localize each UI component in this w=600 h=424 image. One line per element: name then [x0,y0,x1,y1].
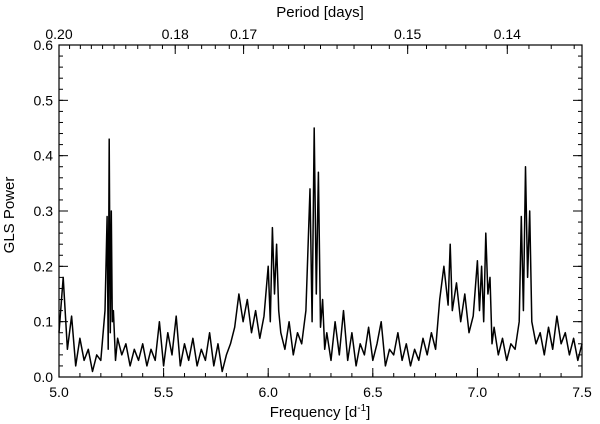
y-tick-label: 0.6 [34,37,54,53]
x-tick-label: 6.5 [363,384,383,400]
bottom-x-axis: 5.0 5.5 6.0 6.5 7.0 7.5 [49,368,592,400]
x-axis-title: Frequency [d-1] [270,403,371,421]
y-tick-label: 0.3 [34,203,54,219]
top-tick-label: 0.15 [394,26,421,42]
series-layer [58,127,583,373]
top-tick-label: 0.20 [45,26,72,42]
x-axis-title-close: ] [366,404,370,421]
power-series-line [58,127,583,373]
top-tick-label: 0.17 [230,26,257,42]
top-tick-label: 0.14 [494,26,521,42]
x-tick-label: 7.5 [572,384,592,400]
y-tick-label: 0.1 [34,314,54,330]
y-tick-label: 0.2 [34,258,54,274]
x-tick-label: 7.0 [468,384,488,400]
top-period-axis: 0.200.180.170.150.140.13 [45,26,575,54]
y-tick-label: 0.5 [34,92,54,108]
y-axis-title: GLS Power [1,177,18,254]
x-axis-title-sup: -1 [357,403,366,414]
top-tick-label: 0.18 [162,26,189,42]
left-y-axis: 0.0 0.1 0.2 0.3 0.4 0.5 0.6 [34,37,68,385]
top-axis-title: Period [days] [276,4,364,21]
right-y-axis [573,44,582,378]
y-tick-label: 0.4 [34,148,54,164]
y-tick-label: 0.0 [34,369,54,385]
x-tick-label: 5.0 [49,384,69,400]
x-tick-label: 6.0 [258,384,278,400]
x-axis-title-main: Frequency [d [270,404,358,421]
x-tick-label: 5.5 [154,384,174,400]
